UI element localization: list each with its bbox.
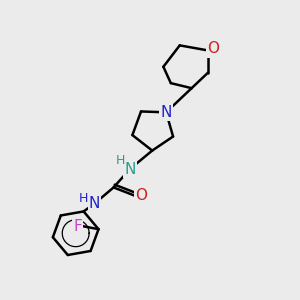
Text: H: H [116,154,125,167]
Text: O: O [207,41,219,56]
Text: F: F [73,219,82,234]
Text: N: N [124,161,136,176]
Text: H: H [78,192,88,205]
Text: N: N [88,196,100,211]
Text: O: O [136,188,148,203]
Text: N: N [160,105,172,120]
